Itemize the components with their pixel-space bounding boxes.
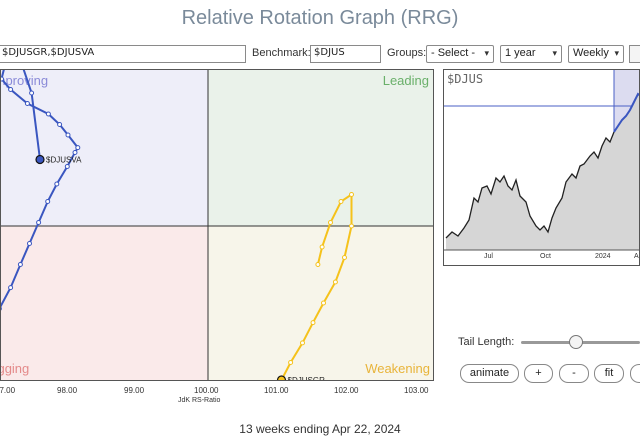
period-select-value: 1 year bbox=[505, 47, 536, 59]
tail-point bbox=[349, 223, 354, 229]
tail-point bbox=[8, 285, 14, 291]
benchmark-x-tick: Jul bbox=[484, 253, 493, 260]
benchmark-line bbox=[445, 131, 615, 239]
groups-select[interactable]: - Select - ▾ bbox=[426, 45, 494, 63]
tail-point bbox=[45, 199, 51, 204]
footer-caption: 13 weeks ending Apr 22, 2024 bbox=[239, 422, 401, 436]
x-tick: 98.00 bbox=[57, 386, 78, 395]
tail-line bbox=[280, 192, 353, 380]
tail-point bbox=[72, 150, 78, 155]
toolbar: $DJUSGR,$DJUSVA Benchmark: $DJUS Groups:… bbox=[0, 42, 640, 66]
tail-point bbox=[319, 244, 325, 250]
more-button[interactable] bbox=[630, 364, 640, 383]
tail-point bbox=[321, 300, 326, 306]
quadrant-label-improving: Improving bbox=[1, 73, 49, 88]
tail-point bbox=[1, 76, 4, 82]
tail-point bbox=[342, 255, 347, 260]
tail-point bbox=[310, 320, 316, 326]
zoom-in-button[interactable]: + bbox=[524, 364, 553, 383]
tail-point bbox=[65, 132, 71, 138]
tail-head-point[interactable] bbox=[276, 375, 287, 381]
x-tick: 100.00 bbox=[194, 386, 219, 395]
tail-head-point[interactable] bbox=[35, 154, 45, 165]
fit-button[interactable]: fit bbox=[594, 364, 624, 383]
quadrant-label-leading: Leading bbox=[382, 73, 429, 88]
rrg-plot: $DJUSVA $DJUSGR bbox=[1, 70, 433, 381]
frequency-select-value: Weekly bbox=[573, 47, 609, 59]
tail-point bbox=[328, 220, 333, 225]
zoom-out-button[interactable]: - bbox=[559, 364, 589, 383]
x-tick: 103.00 bbox=[404, 386, 429, 395]
tail-point bbox=[338, 199, 344, 204]
benchmark-label: Benchmark: bbox=[252, 47, 311, 59]
tail-point bbox=[315, 262, 321, 267]
tail-point bbox=[332, 279, 338, 285]
animate-button[interactable]: animate bbox=[460, 364, 519, 383]
groups-label: Groups: bbox=[387, 47, 427, 59]
x-tick: 101.00 bbox=[264, 386, 289, 395]
tail-point bbox=[8, 87, 14, 92]
benchmark-chart: $DJUS Jul Oct 2024 Ap bbox=[443, 69, 640, 266]
frequency-select[interactable]: Weekly ▾ bbox=[568, 45, 624, 63]
quadrant-improving bbox=[1, 70, 208, 226]
x-tick: 97.00 bbox=[0, 386, 16, 395]
tail-length-slider[interactable] bbox=[569, 335, 583, 349]
benchmark-plot bbox=[444, 70, 639, 251]
benchmark-x-tick: Ap bbox=[634, 253, 639, 260]
tail-point bbox=[27, 241, 32, 246]
chevron-down-icon: ▾ bbox=[614, 48, 619, 58]
tail-point bbox=[300, 340, 305, 346]
chevron-down-icon: ▾ bbox=[552, 48, 557, 58]
chevron-down-icon: ▾ bbox=[484, 48, 489, 58]
tail-point bbox=[349, 192, 354, 197]
benchmark-input[interactable]: $DJUS bbox=[310, 45, 381, 63]
quadrant-label-lagging: Lagging bbox=[1, 361, 30, 376]
series-label: $DJUSVA bbox=[46, 156, 82, 165]
benchmark-area bbox=[446, 94, 639, 250]
groups-select-value: - Select - bbox=[431, 47, 476, 59]
tail-point bbox=[57, 122, 63, 127]
tail-point bbox=[45, 111, 51, 117]
tail-point bbox=[24, 101, 30, 106]
tail-point bbox=[288, 360, 294, 365]
period-select[interactable]: 1 year ▾ bbox=[500, 45, 562, 63]
tail-point bbox=[17, 262, 23, 267]
benchmark-line-highlight bbox=[613, 92, 639, 133]
quadrant-lagging bbox=[1, 226, 208, 380]
quadrant-label-weakening: Weakening bbox=[365, 361, 430, 376]
x-tick: 102.00 bbox=[334, 386, 359, 395]
settings-icon[interactable] bbox=[629, 45, 640, 63]
tail-point bbox=[54, 181, 60, 187]
benchmark-chart-label: $DJUS bbox=[447, 72, 484, 86]
symbols-input[interactable]: $DJUSGR,$DJUSVA bbox=[0, 45, 246, 63]
tail-length-label: Tail Length: bbox=[458, 336, 515, 348]
quadrant-leading bbox=[208, 70, 433, 226]
x-tick: 99.00 bbox=[124, 386, 145, 395]
page-title: Relative Rotation Graph (RRG) bbox=[181, 7, 459, 29]
series-label: $DJUSGR bbox=[288, 376, 326, 381]
tail-line bbox=[1, 70, 80, 308]
tail-point bbox=[64, 164, 70, 169]
tail-point bbox=[75, 145, 81, 151]
tail-point bbox=[29, 90, 35, 96]
x-axis-label: JdK RS-Ratio bbox=[178, 397, 221, 404]
tail-point bbox=[36, 220, 42, 225]
benchmark-x-tick: Oct bbox=[540, 253, 551, 260]
benchmark-x-tick: 2024 bbox=[595, 253, 611, 260]
rrg-chart[interactable]: Improving Leading Lagging Weakening $DJU… bbox=[0, 69, 434, 381]
